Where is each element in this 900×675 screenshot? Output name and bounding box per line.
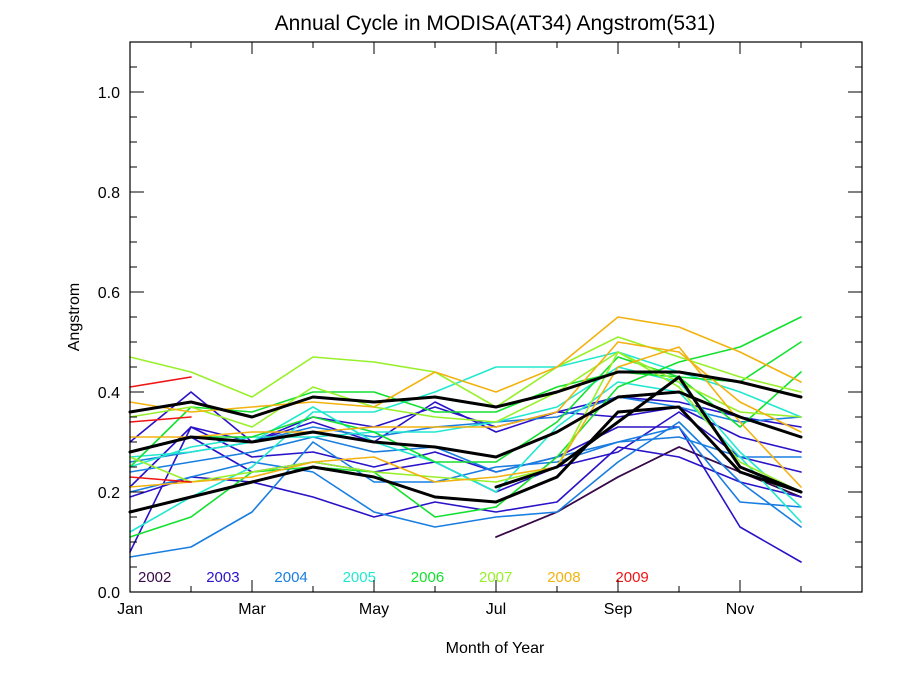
series-line — [129, 346, 802, 488]
legend-item-2007: 2007 — [479, 569, 512, 586]
series-line — [129, 381, 802, 523]
y-tick-label: 1.0 — [98, 85, 120, 102]
series-line — [129, 436, 802, 473]
y-axis: 0.0 0.2 0.4 0.6 0.8 1.0 — [98, 41, 862, 602]
legend: 2002 2003 2004 2005 2006 2007 2008 2009 — [138, 569, 649, 586]
x-tick-label: Jul — [486, 601, 506, 618]
x-axis: Jan Mar May Jul Sep Nov — [117, 42, 863, 618]
series-line — [494, 375, 803, 494]
legend-item-2009: 2009 — [615, 569, 648, 586]
series-line — [129, 351, 802, 428]
x-axis-label: Month of Year — [446, 640, 545, 657]
series-line — [129, 341, 802, 468]
series-line — [129, 356, 802, 463]
x-tick-label: May — [359, 601, 389, 618]
x-tick-label: Nov — [726, 601, 754, 618]
legend-item-2008: 2008 — [547, 569, 580, 586]
series-line — [129, 446, 802, 518]
y-tick-label: 0.0 — [98, 585, 120, 602]
series-line — [128, 390, 803, 459]
legend-item-2006: 2006 — [411, 569, 444, 586]
series-line — [128, 370, 803, 419]
x-tick-label: Mar — [238, 601, 266, 618]
series-layer — [128, 316, 803, 563]
series-line — [129, 426, 802, 563]
series-line — [129, 416, 192, 423]
series-line — [129, 391, 802, 443]
y-tick-label: 0.4 — [98, 385, 120, 402]
chart-title: Annual Cycle in MODISA(AT34) Angstrom(53… — [275, 12, 716, 35]
series-line — [129, 476, 192, 483]
series-line — [129, 376, 192, 388]
series-line — [128, 405, 803, 514]
plot-frame — [129, 41, 863, 593]
legend-item-2005: 2005 — [343, 569, 376, 586]
legend-item-2002: 2002 — [138, 569, 171, 586]
y-tick-label: 0.2 — [98, 485, 120, 502]
series-line — [129, 351, 802, 533]
series-line — [129, 316, 802, 413]
x-tick-label: Sep — [604, 601, 633, 618]
y-tick-label: 0.8 — [98, 185, 120, 202]
series-line — [129, 421, 802, 528]
legend-item-2004: 2004 — [274, 569, 307, 586]
x-tick-label: Jan — [117, 601, 143, 618]
y-tick-label: 0.6 — [98, 285, 120, 302]
y-axis-label: Angstrom — [66, 283, 83, 351]
legend-item-2003: 2003 — [206, 569, 239, 586]
